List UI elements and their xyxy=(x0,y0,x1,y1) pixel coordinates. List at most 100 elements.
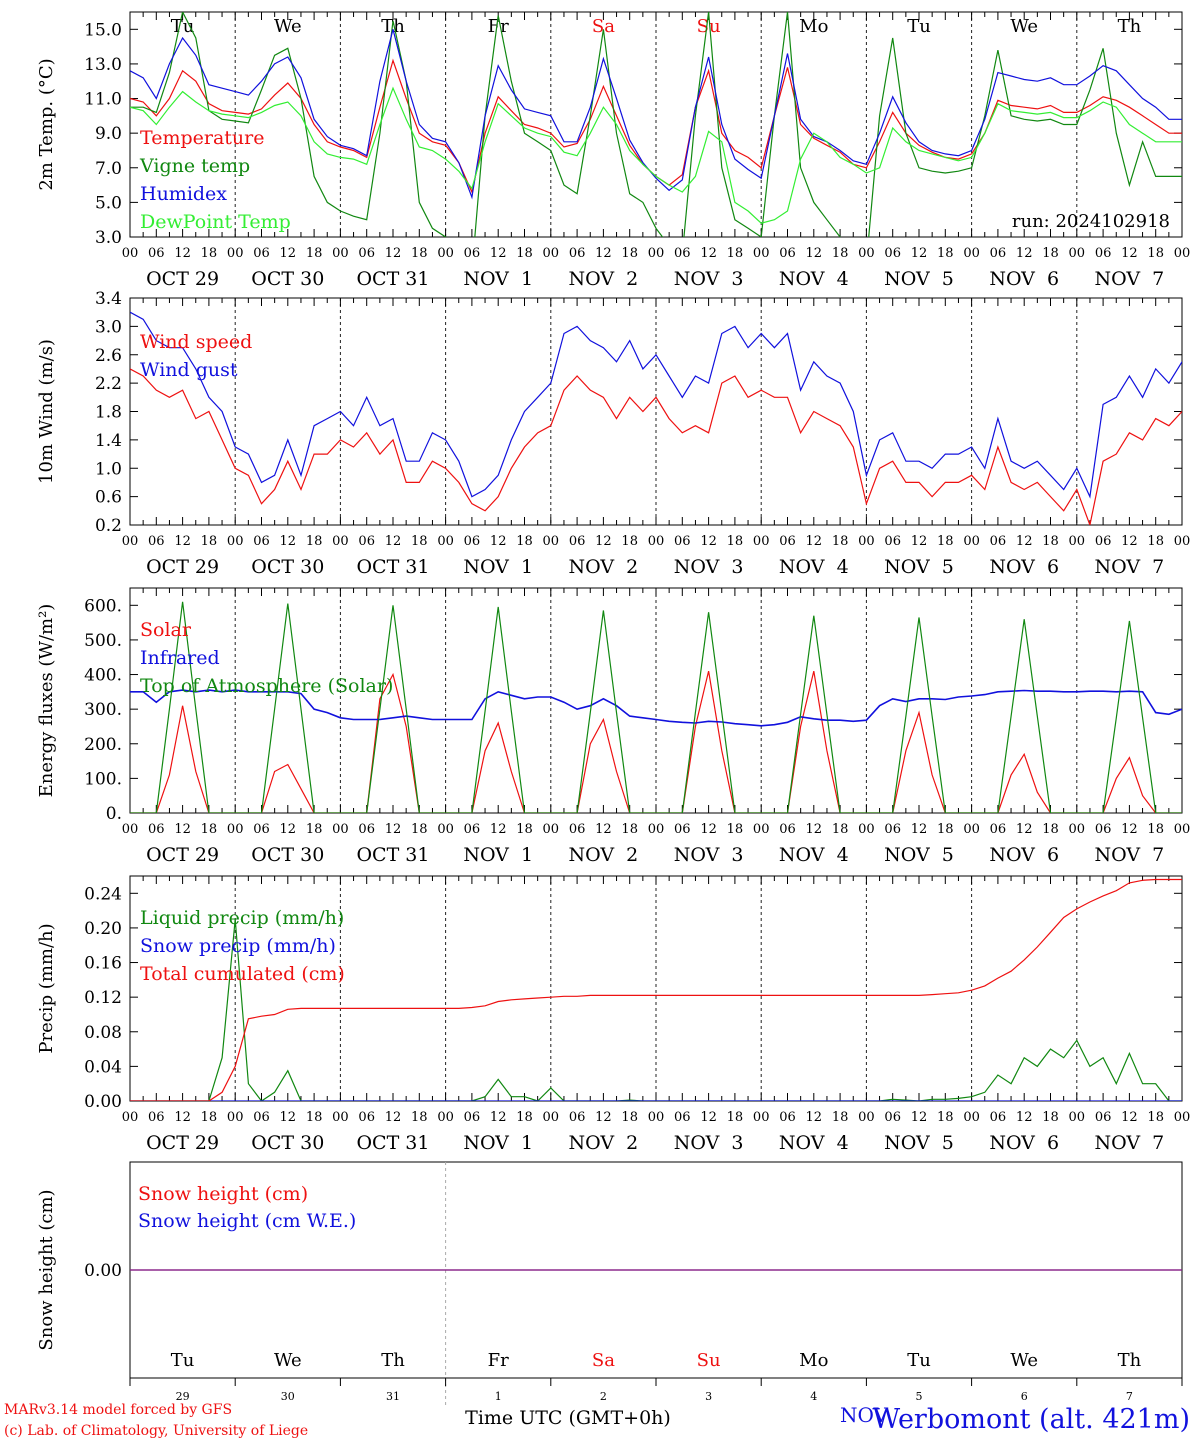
date-label: NOV 5 xyxy=(884,556,954,578)
weekday-label: We xyxy=(1010,16,1038,37)
hour-tick-label: 12 xyxy=(595,822,612,837)
hour-tick-label: 00 xyxy=(332,822,349,837)
hour-tick-label: 12 xyxy=(806,534,823,549)
hour-tick-label: 12 xyxy=(174,534,191,549)
hour-tick-label: 06 xyxy=(253,1110,270,1125)
hour-tick-label: 12 xyxy=(490,246,507,261)
hour-tick-label: 00 xyxy=(648,1110,665,1125)
hour-tick-label: 00 xyxy=(332,1110,349,1125)
hour-tick-label: 18 xyxy=(937,246,954,261)
hour-tick-label: 06 xyxy=(253,822,270,837)
hour-tick-label: 06 xyxy=(569,1110,586,1125)
series-line xyxy=(130,601,1182,813)
hour-tick-label: 06 xyxy=(253,246,270,261)
date-label: NOV 6 xyxy=(989,1132,1059,1154)
date-label: OCT 30 xyxy=(251,556,324,578)
hour-tick-label: 12 xyxy=(1121,822,1138,837)
date-label: OCT 30 xyxy=(251,1132,324,1154)
hour-tick-label: 00 xyxy=(1069,246,1086,261)
date-label: NOV 1 xyxy=(463,556,533,578)
day-number-label: 7 xyxy=(1126,1390,1133,1403)
panel-snow: 0.00 Snow height (cm) Tu We Th Fr Sa Su Mo Tu We Th… xyxy=(36,1161,1183,1408)
hour-tick-label: 18 xyxy=(306,822,323,837)
legend-entry: Temperature xyxy=(140,127,264,149)
hour-tick-label: 18 xyxy=(832,822,849,837)
date-label: OCT 31 xyxy=(356,844,429,866)
weekday-label: Th xyxy=(1118,16,1142,37)
plot-frame xyxy=(129,11,1183,238)
legend-entry: Snow height (cm W.E.) xyxy=(138,1210,356,1232)
weekday-label: Mo xyxy=(799,16,828,37)
hour-tick-label: 06 xyxy=(358,246,375,261)
hour-tick-label: 12 xyxy=(490,822,507,837)
weekday-label: Sa xyxy=(592,16,615,37)
date-label: OCT 29 xyxy=(146,1132,219,1154)
day-number-label: 5 xyxy=(916,1390,923,1403)
weekday-label: We xyxy=(274,1350,302,1371)
weekday-label: We xyxy=(274,16,302,37)
y-tick-label: 0.04 xyxy=(84,1057,122,1077)
hour-tick-label: 06 xyxy=(358,1110,375,1125)
y-tick-label: 500. xyxy=(84,631,122,651)
date-label: OCT 29 xyxy=(146,268,219,290)
y-tick-label: 2.2 xyxy=(95,374,122,394)
date-label: NOV 7 xyxy=(1095,1132,1165,1154)
date-label: OCT 30 xyxy=(251,844,324,866)
hour-tick-label: 18 xyxy=(411,534,428,549)
y-axis-label: Precip (mm/h) xyxy=(36,923,57,1053)
hour-tick-label: 00 xyxy=(122,822,139,837)
hour-tick-label: 12 xyxy=(1016,822,1033,837)
hour-tick-label: 00 xyxy=(227,1110,244,1125)
date-label: NOV 6 xyxy=(989,268,1059,290)
y-tick-label: 0.6 xyxy=(95,488,122,508)
legend-entry: Solar xyxy=(140,619,192,641)
y-tick-label: 5.0 xyxy=(95,193,122,213)
weekday-label: Tu xyxy=(171,1350,195,1371)
hour-tick-label: 06 xyxy=(990,822,1007,837)
date-label: OCT 29 xyxy=(146,556,219,578)
y-tick-label: 0.12 xyxy=(84,988,122,1008)
hour-tick-label: 06 xyxy=(1095,534,1112,549)
y-tick-label: 0.24 xyxy=(84,884,122,904)
hour-tick-label: 18 xyxy=(1147,1110,1164,1125)
y-tick-label: 0.08 xyxy=(84,1023,122,1043)
date-label: NOV 5 xyxy=(884,1132,954,1154)
hour-tick-label: 12 xyxy=(280,534,297,549)
hour-tick-label: 00 xyxy=(753,1110,770,1125)
y-tick-label: 600. xyxy=(84,596,122,616)
y-tick-label: 3.0 xyxy=(95,317,122,337)
day-number-label: 30 xyxy=(281,1390,295,1403)
hour-tick-label: 06 xyxy=(884,1110,901,1125)
hour-tick-label: 00 xyxy=(1069,1110,1086,1125)
legend-entry: Infrared xyxy=(140,647,220,669)
footer: MARv3.14 model forced by GFS (c) Lab. of… xyxy=(4,1402,1190,1439)
y-tick-label: 2.6 xyxy=(95,346,122,366)
hour-tick-label: 00 xyxy=(753,822,770,837)
legend-entry: Wind speed xyxy=(140,331,252,353)
weekday-label: Su xyxy=(697,1350,721,1371)
hour-tick-label: 18 xyxy=(201,822,218,837)
date-label: NOV 5 xyxy=(884,844,954,866)
hour-tick-label: 06 xyxy=(990,1110,1007,1125)
hour-tick-label: 06 xyxy=(674,822,691,837)
y-tick-label: 0.2 xyxy=(95,516,122,536)
date-label: NOV 5 xyxy=(884,268,954,290)
hour-tick-label: 18 xyxy=(516,534,533,549)
hour-tick-label: 12 xyxy=(490,534,507,549)
hour-tick-label: 00 xyxy=(1174,822,1191,837)
day-number-label: 2 xyxy=(600,1390,607,1403)
hour-tick-label: 00 xyxy=(858,534,875,549)
hour-tick-label: 00 xyxy=(122,246,139,261)
weekday-label: Mo xyxy=(799,1350,828,1371)
y-tick-label: 0.00 xyxy=(84,1092,122,1112)
hour-tick-label: 00 xyxy=(648,246,665,261)
hour-tick-label: 00 xyxy=(858,1110,875,1125)
date-label: NOV 3 xyxy=(674,1132,744,1154)
hour-tick-label: 12 xyxy=(700,1110,717,1125)
series-line xyxy=(130,29,1182,200)
hour-tick-label: 18 xyxy=(727,1110,744,1125)
hour-tick-label: 00 xyxy=(963,822,980,837)
date-label: NOV 7 xyxy=(1095,556,1165,578)
hour-tick-label: 06 xyxy=(569,246,586,261)
date-label: OCT 30 xyxy=(251,268,324,290)
